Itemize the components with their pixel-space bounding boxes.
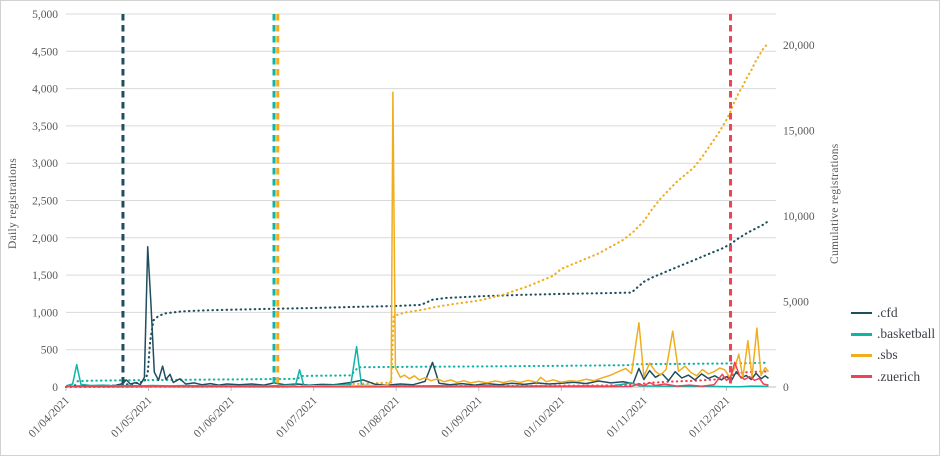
x-axis-tick-labels: 01/04/2021 01/05/2021 01/06/2021 01/07/2021… — [27, 394, 733, 440]
legend-item-cfd: .cfd — [851, 305, 935, 321]
legend-label-sbs: .sbs — [877, 347, 898, 363]
legend-label-basketball: .basketball — [877, 326, 936, 342]
series-zuerich-daily — [65, 361, 769, 388]
legend-swatch-basketball — [851, 332, 872, 336]
legend-swatch-cfd — [851, 311, 872, 315]
gridlines — [66, 13, 776, 388]
svg-text:500: 500 — [41, 345, 59, 357]
svg-text:3,000: 3,000 — [32, 158, 58, 170]
svg-text:5,000: 5,000 — [783, 296, 809, 308]
svg-text:2,500: 2,500 — [32, 196, 58, 208]
legend-item-basketball: .basketball — [851, 326, 935, 342]
svg-text:01/04/2021: 01/04/2021 — [27, 394, 73, 440]
svg-text:4,000: 4,000 — [32, 84, 58, 96]
svg-text:01/11/2021: 01/11/2021 — [605, 394, 650, 439]
svg-text:1,000: 1,000 — [32, 307, 58, 319]
series-basketball-cumulative — [64, 361, 770, 389]
svg-text:20,000: 20,000 — [783, 40, 815, 52]
svg-text:01/07/2021: 01/07/2021 — [274, 394, 320, 440]
legend-item-sbs: .sbs — [851, 347, 935, 363]
svg-text:2,000: 2,000 — [32, 233, 58, 245]
series-cfd-daily — [65, 246, 769, 388]
svg-text:01/10/2021: 01/10/2021 — [522, 394, 568, 440]
series-zuerich-cumulative — [64, 370, 770, 389]
svg-text:3,500: 3,500 — [32, 121, 58, 133]
series-cfd-cumulative — [64, 219, 770, 389]
svg-text:15,000: 15,000 — [783, 125, 815, 137]
legend-label-zuerich: .zuerich — [877, 368, 921, 384]
legend-label-cfd: .cfd — [877, 305, 898, 320]
series-sbs-cumulative — [277, 42, 770, 389]
left-axis-title: Daily registrations — [7, 158, 19, 250]
svg-text:0: 0 — [783, 382, 789, 394]
series-sbs-daily — [278, 91, 770, 388]
svg-text:5,000: 5,000 — [32, 9, 58, 21]
launch-markers — [121, 14, 733, 387]
legend-swatch-zuerich — [851, 375, 872, 378]
svg-text:10,000: 10,000 — [783, 211, 815, 223]
chart-legend: .cfd .basketball .sbs .zuerich — [851, 305, 935, 385]
svg-text:01/12/2021: 01/12/2021 — [687, 394, 733, 440]
svg-text:4,500: 4,500 — [32, 46, 58, 58]
legend-item-zuerich: .zuerich — [851, 369, 935, 385]
right-axis-tick-labels: 0 5,000 10,000 15,000 20,000 — [783, 40, 815, 394]
legend-swatch-sbs — [851, 354, 872, 357]
svg-text:01/06/2021: 01/06/2021 — [192, 394, 238, 440]
svg-text:01/08/2021: 01/08/2021 — [357, 394, 403, 440]
svg-text:01/09/2021: 01/09/2021 — [439, 394, 485, 440]
svg-text:01/05/2021: 01/05/2021 — [109, 394, 155, 440]
right-axis-title: Cumulative registrations — [829, 143, 841, 265]
svg-text:1,500: 1,500 — [32, 270, 58, 282]
svg-text:0: 0 — [52, 382, 58, 394]
left-axis-tick-labels: 0 500 1,000 1,500 2,000 2,500 3,000 3,500 4,000 4… — [32, 9, 58, 394]
